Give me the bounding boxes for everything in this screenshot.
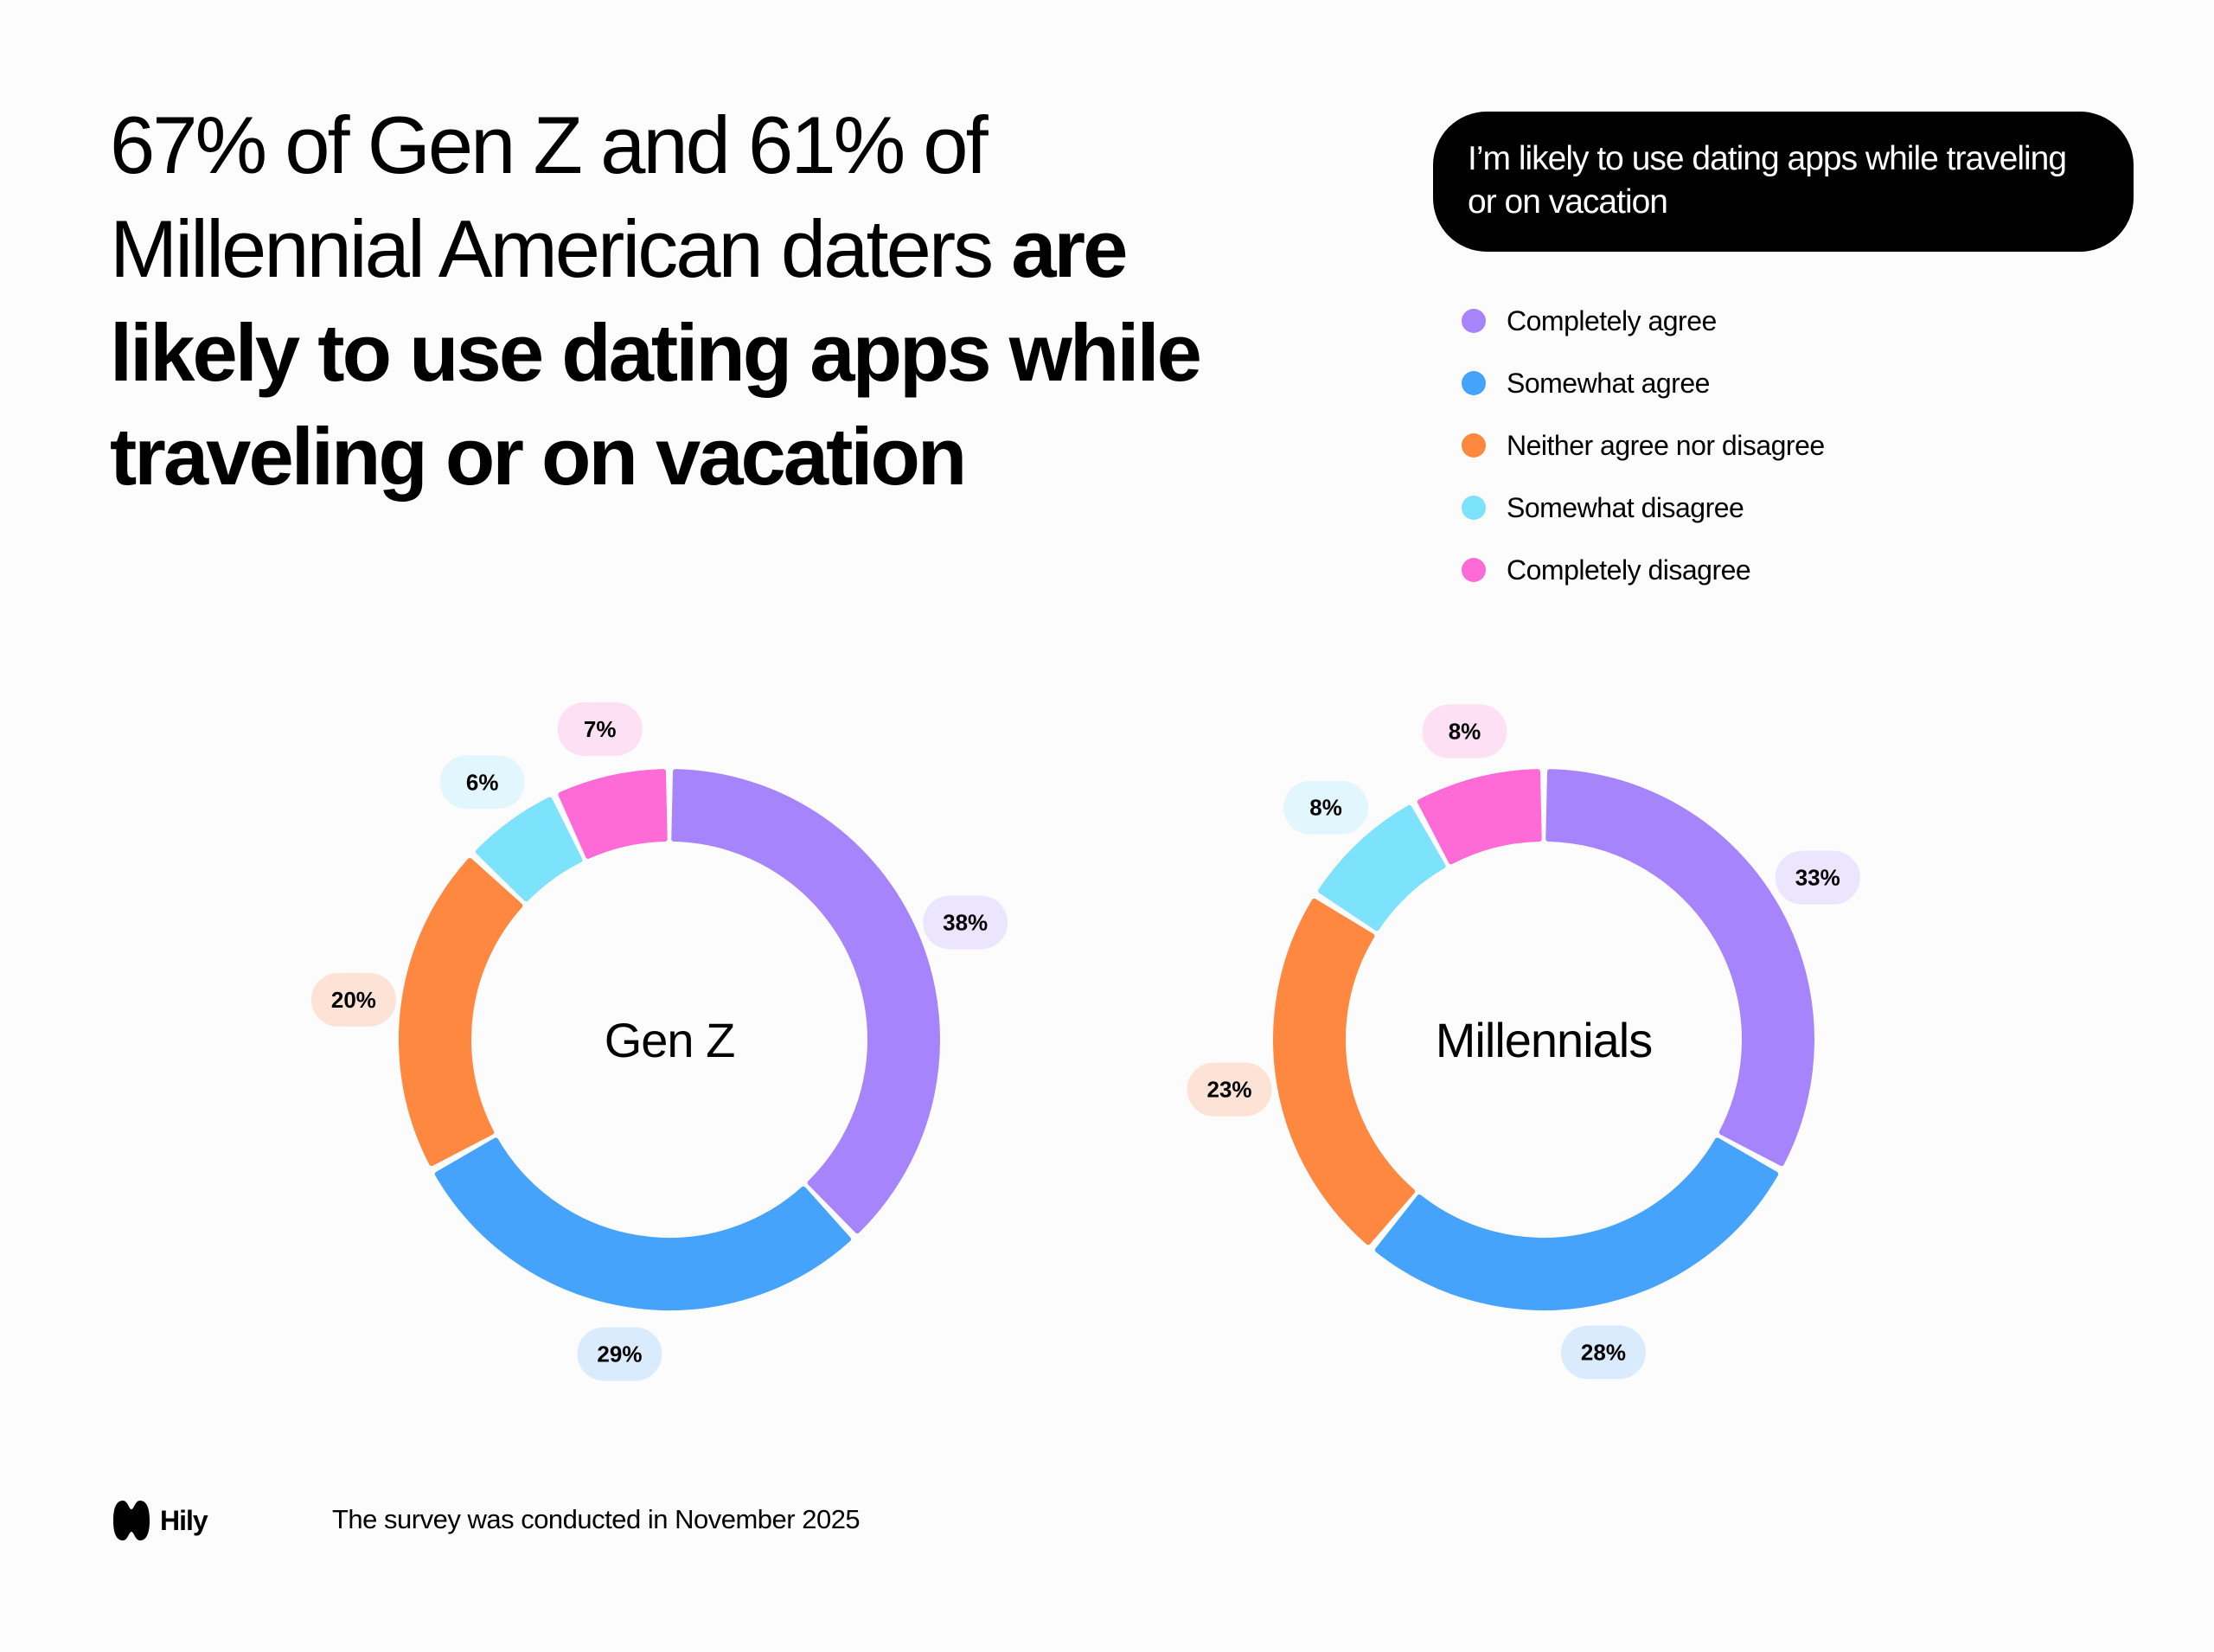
donut-segment [1318,804,1446,932]
hily-logo-icon [113,1501,150,1540]
donut-center-label: Millennials [1436,1013,1652,1067]
donut-segment [434,1137,852,1310]
data-label: 8% [1283,780,1369,835]
hily-logo: Hily [110,1499,208,1542]
data-label-text: 7% [584,716,617,742]
data-label-pill [577,1327,662,1381]
data-label-text: 38% [943,910,988,936]
data-label-pill [1187,1062,1272,1117]
legend-item: Completely agree [1460,290,1825,352]
legend-item: Somewhat disagree [1460,477,1825,539]
donut-center-label: Gen Z [605,1013,735,1067]
data-label-pill [1422,704,1507,759]
legend-label: Completely agree [1507,304,1717,336]
data-label: 23% [1187,1062,1272,1117]
data-label: 20% [310,972,396,1027]
donut-segment [1417,769,1542,865]
data-label-text: 6% [466,769,499,795]
data-label: 29% [577,1327,662,1381]
data-label-pill [310,972,396,1027]
donut-segment [475,797,583,902]
data-label-text: 20% [331,987,376,1013]
data-label-text: 23% [1207,1077,1252,1103]
donut-segment [1374,1137,1779,1310]
survey-note: The survey was conducted in November 202… [332,1504,861,1534]
headline-line: Millennial American daters are [110,197,1200,301]
headline-line: 67% of Gen Z and 61% of [110,93,1200,197]
data-label: 6% [439,755,525,810]
brand-name: Hily [160,1504,208,1536]
headline-line: traveling or on vacation [110,405,1200,509]
headline-regular: Millennial American daters [110,203,1012,294]
legend-label: Completely disagree [1507,554,1751,586]
data-label: 8% [1422,704,1507,759]
data-label-text: 8% [1309,795,1342,821]
question-box: I’m likely to use dating apps while trav… [1433,112,2134,252]
data-label-pill [1560,1325,1646,1380]
donut-segment [399,857,523,1167]
legend-dot-icon [1462,558,1486,582]
legend: Completely agree Somewhat agree Neither … [1460,290,1825,601]
data-label-text: 33% [1795,865,1840,891]
data-label: 33% [1775,850,1860,905]
headline-bold: are [1011,203,1128,294]
headline-bold: traveling or on vacation [110,411,967,502]
headline: 67% of Gen Z and 61% of Millennial Ameri… [110,93,1202,509]
legend-item: Somewhat agree [1460,352,1825,414]
data-label: 7% [557,701,643,756]
data-label-pill [1775,850,1860,905]
headline-line: likely to use dating apps while [110,301,1202,405]
data-label-pill [923,895,1008,950]
donut-segment [1273,898,1416,1245]
question-text: I’m likely to use dating apps while trav… [1468,140,2067,221]
legend-dot-icon [1462,433,1486,458]
legend-item: Neither agree nor disagree [1460,414,1825,477]
legend-dot-icon [1462,309,1486,333]
data-label: 28% [1560,1325,1646,1380]
legend-dot-icon [1462,496,1486,520]
data-label-text: 29% [597,1341,642,1367]
legend-item: Completely disagree [1460,539,1825,601]
legend-label: Somewhat agree [1507,367,1710,399]
legend-label: Neither agree nor disagree [1507,429,1825,461]
data-label-pill [439,755,525,810]
data-label-pill [557,701,643,756]
data-label-text: 8% [1449,719,1481,745]
headline-regular: 67% of Gen Z and 61% of [110,99,989,190]
legend-label: Somewhat disagree [1507,491,1744,523]
legend-dot-icon [1462,371,1486,395]
data-label: 38% [923,895,1008,950]
headline-bold: likely to use dating apps while [110,307,1202,398]
donut-segment [1545,769,1814,1167]
data-label-pill [1283,780,1369,835]
donut-segment [558,769,668,859]
donut-segment [671,769,941,1234]
data-label-text: 28% [1581,1339,1626,1365]
